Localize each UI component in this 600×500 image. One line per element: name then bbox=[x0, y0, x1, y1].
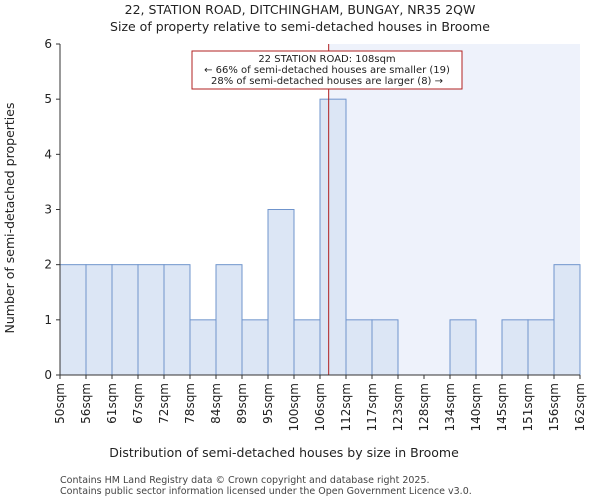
bar-134sqm bbox=[449, 319, 477, 376]
x-tick-label-112sqm: 112sqm bbox=[339, 383, 353, 431]
x-tick-label-95sqm: 95sqm bbox=[261, 383, 275, 424]
x-tick-label-61sqm: 61sqm bbox=[105, 383, 119, 424]
x-tick-label-140sqm: 140sqm bbox=[469, 383, 483, 431]
annotation-line-1: 22 STATION ROAD: 108sqm bbox=[258, 54, 395, 65]
annotation-line-2: ← 66% of semi-detached houses are smalle… bbox=[204, 65, 450, 76]
x-tick-label-117sqm: 117sqm bbox=[365, 383, 379, 431]
x-tick-label-145sqm: 145sqm bbox=[495, 383, 509, 431]
x-tick-label-56sqm: 56sqm bbox=[79, 383, 93, 424]
y-tick-label-2: 2 bbox=[44, 258, 52, 272]
bar-145sqm bbox=[501, 319, 529, 376]
x-tick-label-134sqm: 134sqm bbox=[443, 383, 457, 431]
x-tick-label-72sqm: 72sqm bbox=[157, 383, 171, 424]
x-axis-label: Distribution of semi-detached houses by … bbox=[109, 445, 459, 460]
x-tick-label-50sqm: 50sqm bbox=[53, 383, 67, 424]
x-tick-label-156sqm: 156sqm bbox=[547, 383, 561, 431]
bar-78sqm bbox=[189, 319, 217, 376]
bar-67sqm bbox=[137, 264, 165, 376]
x-tick-label-128sqm: 128sqm bbox=[417, 383, 431, 431]
bar-106sqm bbox=[319, 98, 347, 376]
y-tick-label-4: 4 bbox=[44, 147, 52, 161]
y-tick-label-3: 3 bbox=[44, 203, 52, 217]
bar-117sqm bbox=[371, 319, 399, 376]
x-tick-label-162sqm: 162sqm bbox=[573, 383, 587, 431]
bar-61sqm bbox=[111, 264, 139, 376]
marker-annotation: 22 STATION ROAD: 108sqm ← 66% of semi-de… bbox=[191, 50, 463, 90]
x-tick-label-67sqm: 67sqm bbox=[131, 383, 145, 424]
bar-89sqm bbox=[241, 319, 269, 376]
y-tick-label-0: 0 bbox=[44, 368, 52, 382]
chart-subtitle: Size of property relative to semi-detach… bbox=[110, 19, 490, 34]
x-tick-label-84sqm: 84sqm bbox=[209, 383, 223, 424]
bar-72sqm bbox=[163, 264, 191, 376]
footer-copyright: Contains HM Land Registry data © Crown c… bbox=[60, 475, 430, 486]
x-tick-label-100sqm: 100sqm bbox=[287, 383, 301, 431]
bar-84sqm bbox=[215, 264, 243, 376]
x-tick-label-89sqm: 89sqm bbox=[235, 383, 249, 424]
plot-area: 0 1 2 3 4 5 6 50sqm 56sqm 61sqm 67sqm 72sqm 78sqm 84s… bbox=[44, 37, 587, 431]
bar-50sqm bbox=[59, 264, 87, 376]
annotation-box bbox=[191, 50, 463, 90]
y-axis-label: Number of semi-detached properties bbox=[2, 103, 17, 334]
bar-151sqm bbox=[527, 319, 555, 376]
bar-112sqm bbox=[345, 319, 373, 376]
y-tick-label-5: 5 bbox=[44, 92, 52, 106]
y-tick-label-1: 1 bbox=[44, 313, 52, 327]
x-tick-label-151sqm: 151sqm bbox=[521, 383, 535, 431]
bar-156sqm bbox=[553, 264, 581, 376]
x-tick-label-78sqm: 78sqm bbox=[183, 383, 197, 424]
y-tick-label-6: 6 bbox=[44, 37, 52, 51]
x-tick-label-106sqm: 106sqm bbox=[313, 383, 327, 431]
bar-95sqm bbox=[267, 209, 295, 376]
annotation-line-3: 28% of semi-detached houses are larger (… bbox=[211, 76, 443, 87]
x-tick-label-123sqm: 123sqm bbox=[391, 383, 405, 431]
chart-title: 22, STATION ROAD, DITCHINGHAM, BUNGAY, N… bbox=[125, 2, 476, 17]
bar-100sqm bbox=[293, 319, 321, 376]
bar-56sqm bbox=[85, 264, 113, 376]
footer-licence: Contains public sector information licen… bbox=[60, 486, 472, 497]
